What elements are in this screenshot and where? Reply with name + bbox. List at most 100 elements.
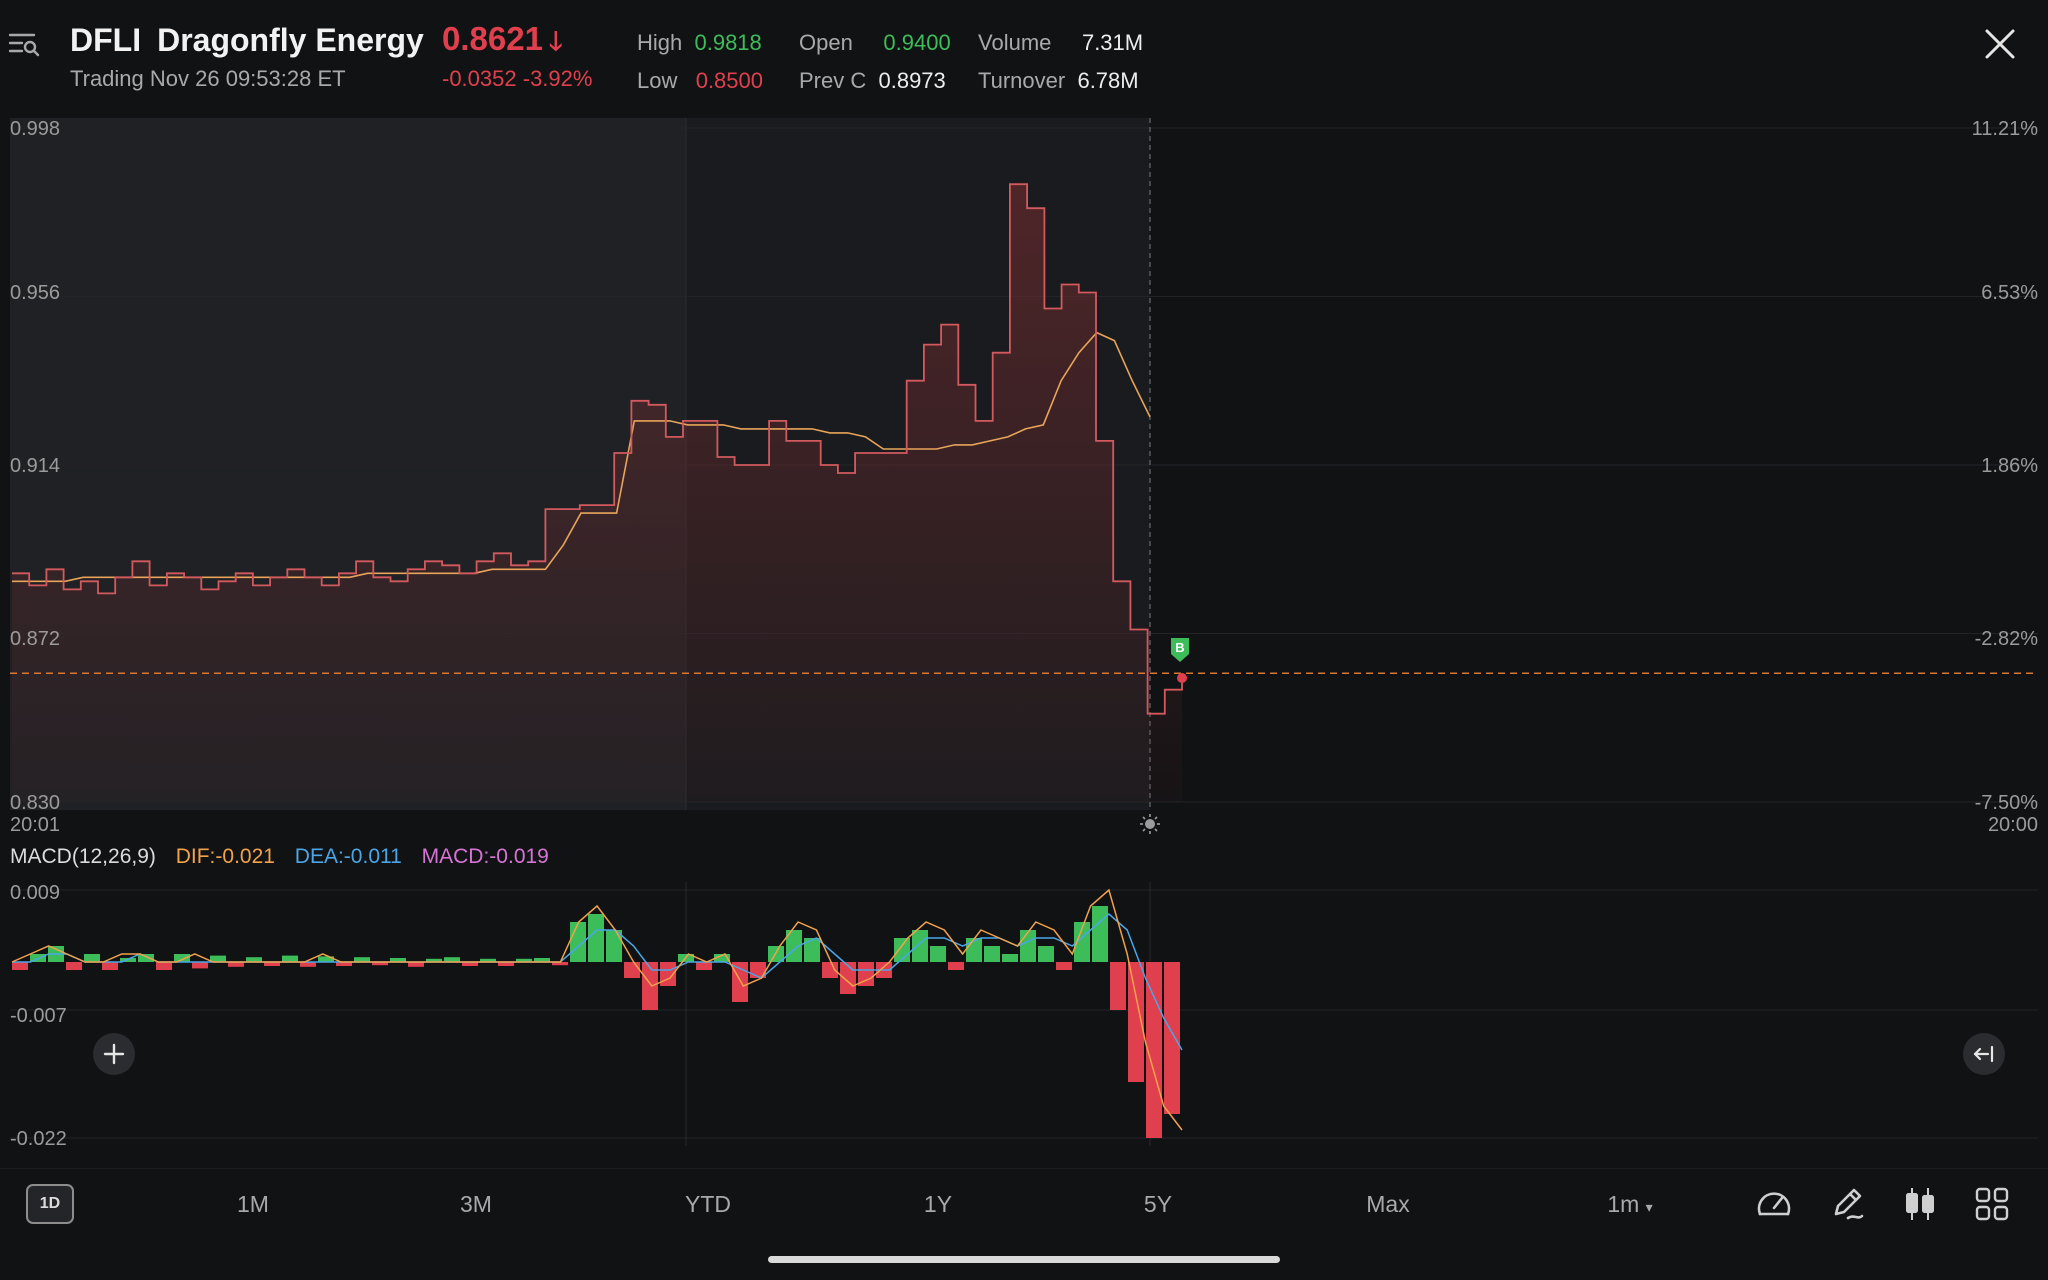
tab-ytd[interactable]: YTD (685, 1191, 731, 1217)
macd-bar (228, 962, 244, 967)
macd-bar (1110, 962, 1126, 1010)
stat-low: Low 0.8500 (637, 68, 763, 94)
macd-bar (354, 957, 370, 962)
macd-bar (246, 957, 262, 962)
interval-dropdown[interactable]: 1m ▾ (1590, 1191, 1670, 1218)
macd-bar (930, 946, 946, 962)
macd-bar (138, 954, 154, 962)
y-axis-label: 0.956 (10, 282, 61, 304)
caret-down-icon: ▾ (1645, 1199, 1653, 1215)
bottom-toolbar (0, 1168, 2048, 1243)
macd-bar (588, 914, 604, 962)
change-value: -0.0352 (442, 66, 517, 91)
stat-value: 0.9400 (883, 30, 951, 55)
macd-bar (1164, 962, 1180, 1114)
stat-turnover: Turnover 6.78M (978, 68, 1139, 94)
close-icon[interactable] (1980, 24, 2020, 64)
stat-value: 0.9818 (694, 30, 762, 55)
pct-axis-label: -2.82% (1974, 628, 2038, 650)
macd-bar (498, 962, 514, 966)
macd-value: MACD:-0.019 (421, 845, 549, 868)
candlestick-icon[interactable] (1900, 1184, 1940, 1224)
macd-legend[interactable]: MACD(12,26,9) DIF:-0.021 DEA:-0.011 MACD… (10, 845, 563, 869)
macd-bar (426, 958, 442, 962)
macd-bar (192, 962, 208, 969)
stat-open: Open 0.9400 (799, 30, 951, 56)
macd-bar (642, 962, 658, 1010)
dea-value: DEA:-0.011 (294, 845, 402, 868)
buy-marker[interactable]: B (1171, 638, 1189, 662)
y-axis-label: 0.872 (10, 628, 61, 650)
add-indicator-button[interactable] (93, 1033, 135, 1075)
y-axis-label: 0.998 (10, 118, 61, 140)
macd-bar (984, 946, 1000, 962)
price-value: 0.8621 (442, 20, 543, 57)
macd-bar (174, 954, 190, 962)
macd-y-label: 0.009 (10, 882, 61, 904)
x-axis-start: 20:01 (10, 814, 61, 836)
x-axis-end: 20:00 (1987, 814, 2038, 836)
stat-value: 6.78M (1077, 68, 1139, 93)
price-chart[interactable]: B (0, 0, 2048, 1170)
tab-5y[interactable]: 5Y (1143, 1191, 1173, 1217)
macd-bar (318, 956, 334, 962)
speedometer-icon[interactable] (1754, 1184, 1794, 1224)
macd-bar (210, 955, 226, 962)
macd-bar (480, 958, 496, 962)
change-percent: -3.92% (522, 66, 593, 91)
macd-bar (948, 962, 964, 970)
macd-bar (804, 938, 820, 962)
macd-bar (840, 962, 856, 994)
macd-bar (1056, 962, 1072, 970)
stat-label: Volume (978, 30, 1052, 55)
down-arrow-icon: 🡓 (548, 26, 563, 56)
macd-bar (84, 954, 100, 962)
macd-bar (516, 958, 532, 962)
tab-1d[interactable]: 1D (26, 1184, 74, 1224)
macd-bar (534, 958, 550, 962)
tab-3m[interactable]: 3M (460, 1191, 492, 1217)
stat-volume: Volume 7.31M (978, 30, 1143, 56)
macd-bar (1074, 922, 1090, 962)
interval-value: 1m (1607, 1191, 1640, 1217)
macd-bar (912, 930, 928, 962)
price-change: -0.0352 -3.92% (442, 66, 592, 92)
tab-max[interactable]: Max (1366, 1191, 1410, 1217)
sun-icon (1140, 814, 1160, 834)
stat-value: 7.31M (1081, 30, 1144, 55)
macd-bar (372, 962, 388, 966)
stat-high: High 0.9818 (637, 30, 762, 56)
macd-histogram (12, 906, 1180, 1138)
last-price: 0.8621 🡓 (442, 20, 562, 67)
stat-label: Turnover (978, 68, 1066, 93)
pct-axis-label: 6.53% (1981, 282, 2038, 304)
macd-bar (1020, 930, 1036, 962)
price-line (12, 183, 1183, 715)
macd-bar (300, 962, 316, 967)
last-price-dot (1177, 673, 1187, 683)
stat-label: High (637, 30, 683, 55)
home-indicator[interactable] (768, 1256, 1280, 1263)
menu-search-icon[interactable] (8, 30, 42, 58)
stat-label: Open (799, 30, 853, 55)
trading-status: Trading Nov 26 09:53:28 ET (70, 66, 346, 91)
macd-bar (822, 962, 838, 978)
grid-layout-icon[interactable] (1972, 1184, 2012, 1224)
tab-1y[interactable]: 1Y (923, 1191, 953, 1217)
stat-label: Low (637, 68, 678, 93)
draw-pen-icon[interactable] (1828, 1184, 1868, 1224)
stat-value: 0.8500 (695, 68, 763, 93)
y-axis-label: 0.830 (10, 792, 61, 814)
macd-bar (264, 962, 280, 966)
pct-axis-label: 1.86% (1981, 455, 2038, 477)
pct-axis-label: 11.21% (1971, 118, 2038, 140)
y-axis-label: 0.914 (10, 455, 61, 477)
stat-prev-close: Prev C 0.8973 (799, 68, 946, 94)
macd-bar (606, 930, 622, 962)
scroll-to-latest-button[interactable] (1963, 1033, 2005, 1075)
buy-marker-label: B (1175, 640, 1184, 655)
dea-line (12, 913, 1183, 1051)
tab-1m[interactable]: 1M (237, 1191, 269, 1217)
price-area (12, 184, 1182, 802)
macd-bar (102, 962, 118, 970)
